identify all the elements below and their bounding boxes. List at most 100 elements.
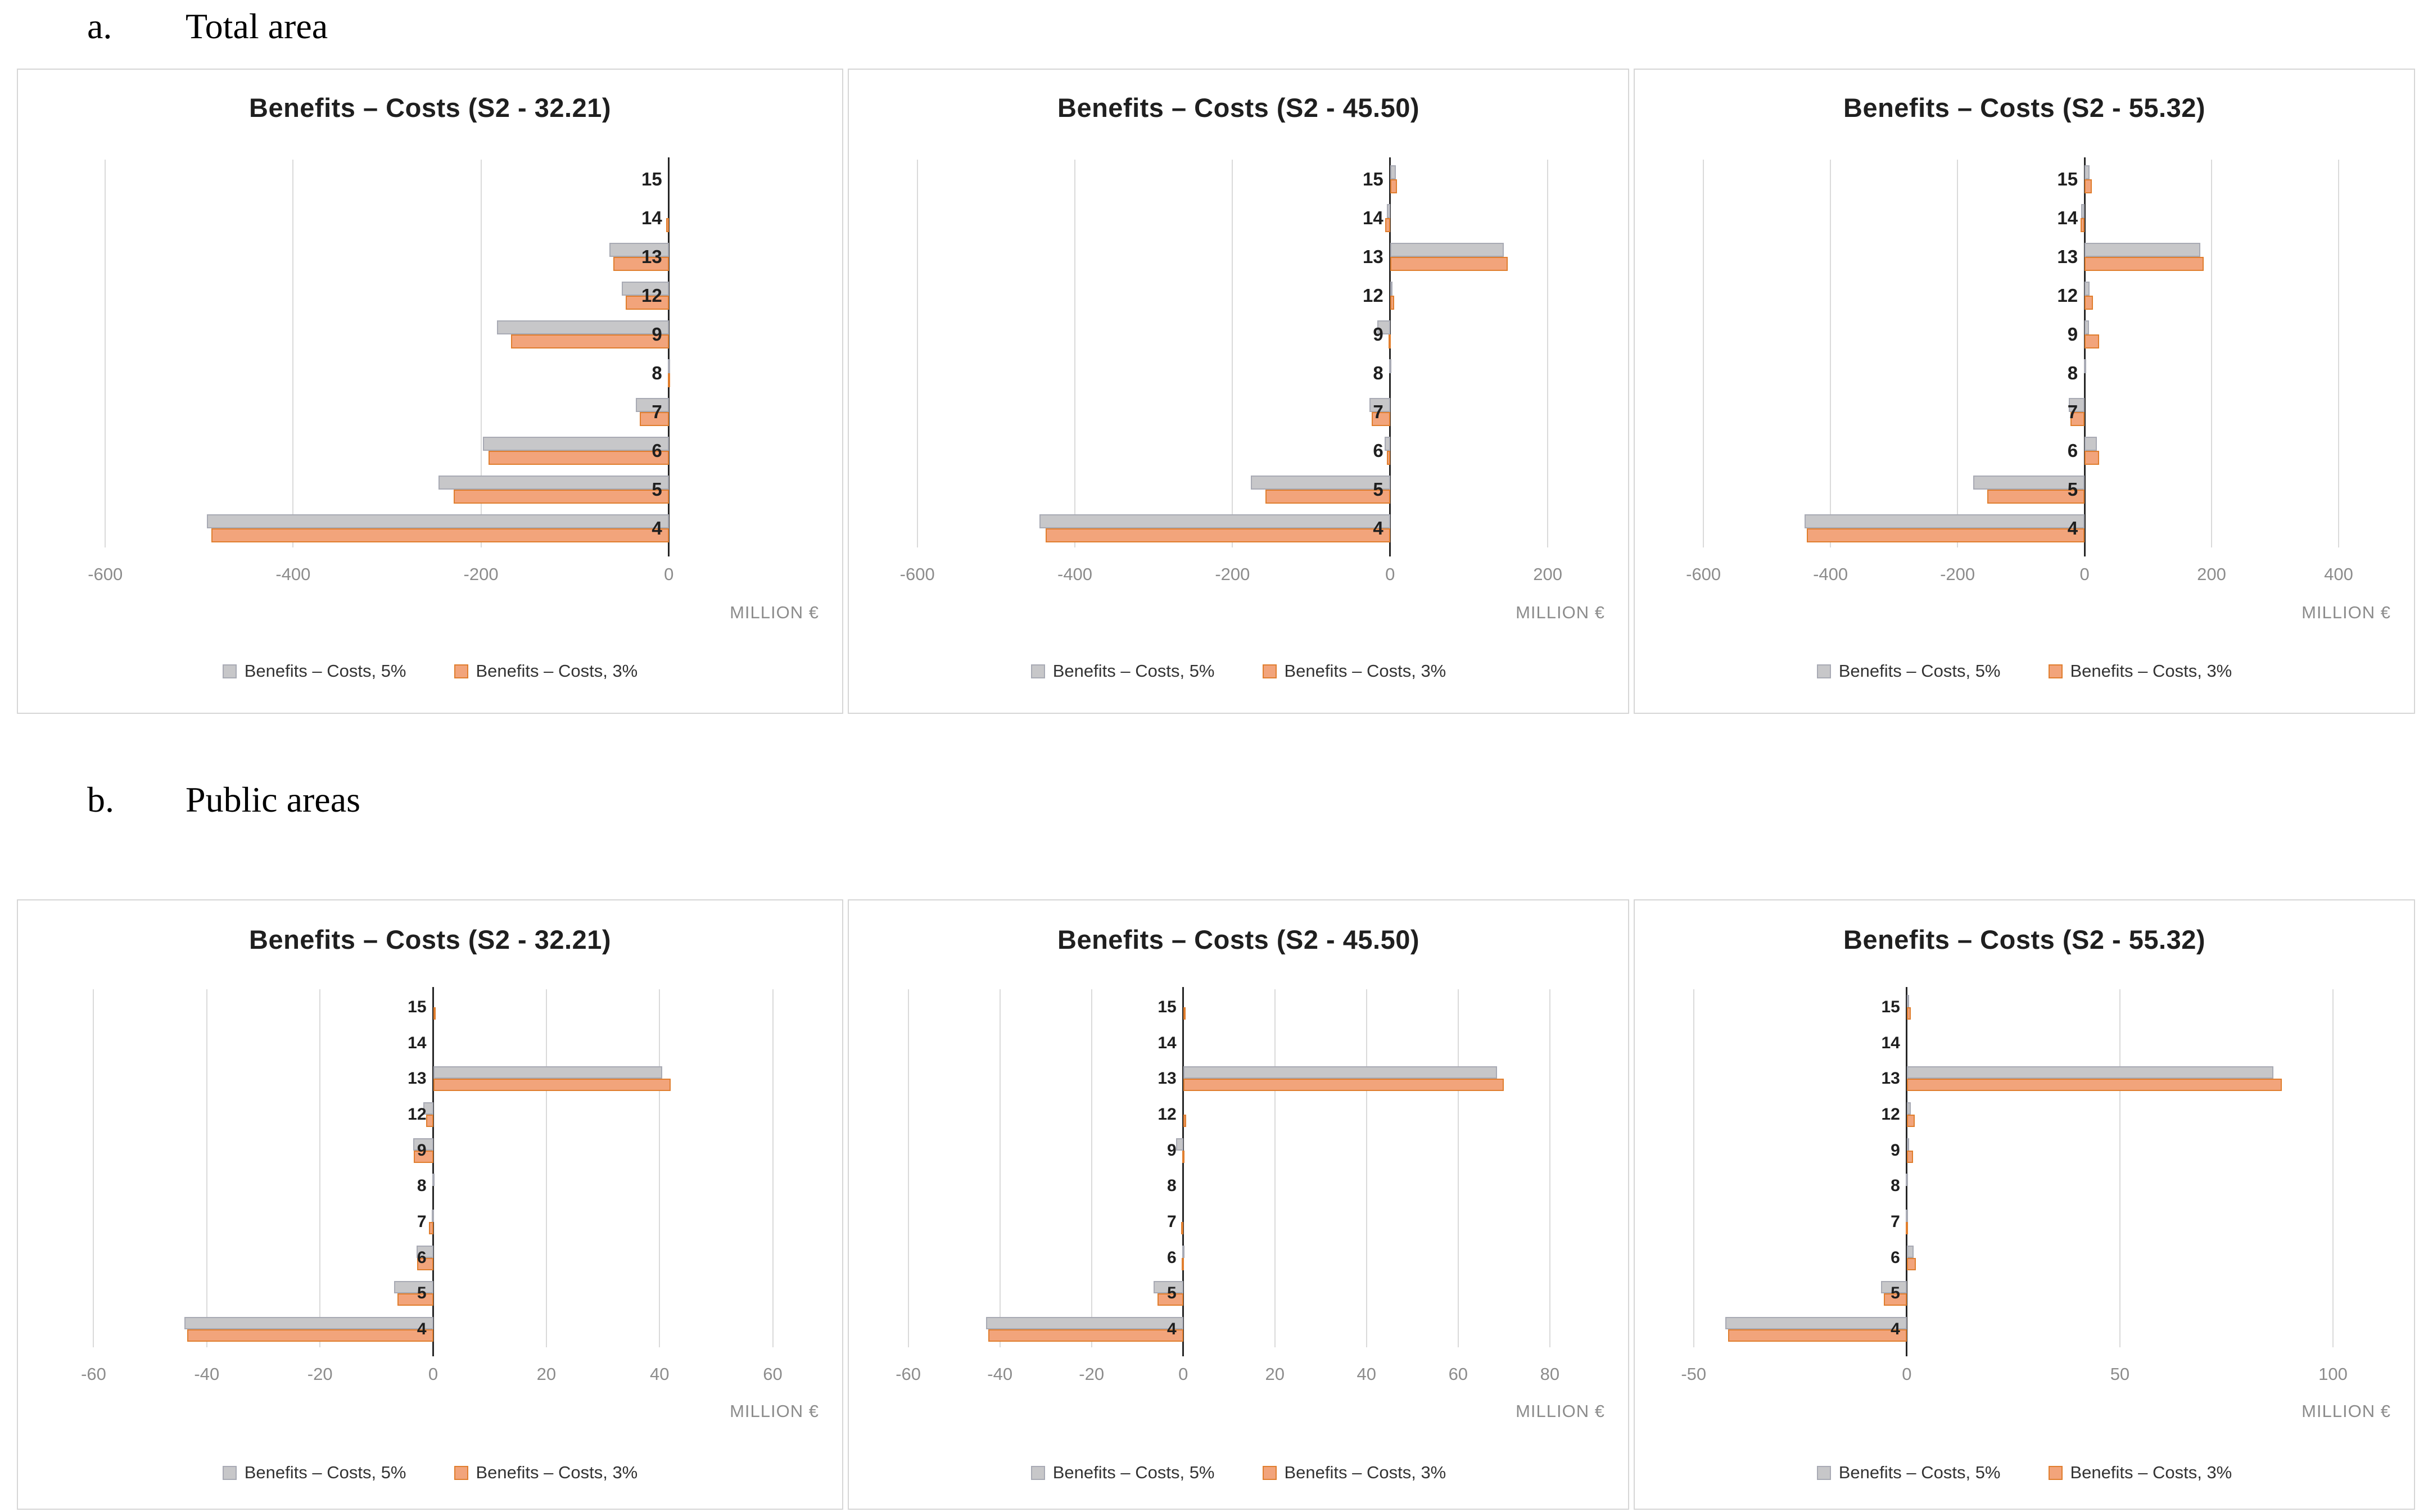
legend-label-3pct: Benefits – Costs, 3% (476, 1463, 638, 1482)
plot-area: 15 14 13 12 9 8 7 6 5 4 -60 -40 -20 0 20 40 60 MILLION € (18, 900, 844, 1511)
bar-5pct-cat-7 (431, 1210, 434, 1223)
bar-3pct-cat-5 (1157, 1293, 1183, 1306)
category-label-5: 5 (1373, 478, 1383, 500)
legend-label-5pct: Benefits – Costs, 5% (1838, 661, 2001, 681)
gridline (1366, 989, 1367, 1347)
bar-5pct-cat-12 (1390, 281, 1392, 296)
bar-5pct-cat-8 (1906, 1174, 1909, 1187)
legend-swatch-3pct-icon (2048, 664, 2063, 678)
bar-3pct-cat-4 (1807, 528, 2085, 542)
legend-swatch-5pct-icon (222, 1465, 237, 1480)
bar-3pct-cat-7 (429, 1222, 433, 1235)
legend-swatch-3pct-icon (1262, 664, 1277, 678)
category-label-13: 13 (1881, 1069, 1900, 1088)
bar-5pct-cat-6 (417, 1245, 433, 1258)
chart-title: Benefits – Costs (S2 - 45.50) (1057, 93, 1419, 123)
category-label-7: 7 (1891, 1212, 1900, 1232)
bar-3pct-cat-12 (1390, 295, 1394, 310)
bar-3pct-cat-15 (2085, 179, 2092, 193)
chart-panel-total-45-50: Benefits – Costs (S2 - 45.50) 15 14 13 12 9 8 7… (848, 69, 1629, 714)
category-label-14: 14 (2057, 207, 2078, 228)
chart-title: Benefits – Costs (S2 - 45.50) (1057, 925, 1419, 954)
legend-swatch-3pct-icon (454, 1465, 468, 1480)
x-tick-label: -200 (1215, 564, 1250, 584)
bar-3pct-cat-9 (511, 334, 669, 348)
plot-area: 15 14 13 12 9 8 7 6 5 4 -600 -400 -200 0 200 400 MILLION… (1635, 70, 2416, 715)
bar-3pct-cat-5 (397, 1293, 433, 1306)
legend-item-3pct: Benefits – Costs, 3% (2048, 661, 2232, 681)
category-label-8: 8 (1891, 1176, 1900, 1196)
legend-item-3pct: Benefits – Costs, 3% (1262, 1463, 1446, 1483)
category-label-8: 8 (2067, 362, 2078, 383)
legend-item-5pct: Benefits – Costs, 5% (1816, 1463, 2001, 1483)
x-tick-label: -60 (81, 1364, 106, 1384)
bar-5pct-cat-9 (413, 1138, 433, 1151)
bar-5pct-cat-9 (1175, 1138, 1183, 1151)
gridline (1091, 989, 1092, 1347)
gridline (2338, 160, 2340, 547)
gridline (319, 989, 321, 1347)
legend-item-3pct: Benefits – Costs, 3% (454, 661, 638, 681)
category-label-5: 5 (1167, 1284, 1177, 1303)
bar-3pct-cat-5 (1883, 1293, 1907, 1306)
x-tick-label: -20 (1079, 1364, 1105, 1384)
bar-3pct-cat-4 (1046, 528, 1390, 542)
chart-title: Benefits – Costs (S2 - 55.32) (1843, 93, 2205, 123)
bar-5pct-cat-5 (394, 1281, 433, 1294)
gridline (999, 989, 1001, 1347)
category-label-9: 9 (1891, 1140, 1900, 1160)
bar-3pct-cat-6 (488, 450, 669, 465)
x-axis-zero-line (668, 157, 670, 556)
category-label-13: 13 (1363, 246, 1383, 267)
gridline (1232, 160, 1233, 547)
category-label-7: 7 (1373, 401, 1383, 422)
bar-3pct-cat-9 (1388, 334, 1391, 348)
bar-3pct-cat-13 (2085, 256, 2204, 271)
category-label-6: 6 (2067, 440, 2078, 461)
bar-5pct-cat-4 (1725, 1317, 1907, 1330)
category-label-4: 4 (417, 1320, 427, 1339)
category-label-5: 5 (1891, 1284, 1900, 1303)
legend-item-5pct: Benefits – Costs, 5% (1030, 661, 1215, 681)
bar-3pct-cat-5 (1987, 489, 2085, 504)
bar-5pct-cat-8 (668, 359, 671, 373)
gridline (105, 160, 106, 547)
bar-5pct-cat-4 (184, 1317, 433, 1330)
legend-item-5pct: Benefits – Costs, 5% (1030, 1463, 1215, 1483)
bar-3pct-cat-6 (1387, 450, 1390, 465)
legend-item-3pct: Benefits – Costs, 3% (454, 1463, 638, 1483)
legend-swatch-5pct-icon (1030, 1465, 1045, 1480)
legend-label-3pct: Benefits – Costs, 3% (476, 661, 638, 681)
legend-swatch-3pct-icon (454, 664, 468, 678)
plot-area: 15 14 13 12 9 8 7 6 5 4 -60 -40 -20 0 20 40 60 80 MILLION … (849, 900, 1630, 1511)
legend: Benefits – Costs, 5% Benefits – Costs, 3% (18, 661, 842, 681)
category-label-9: 9 (2067, 323, 2078, 345)
x-tick-label: 0 (1902, 1364, 1912, 1384)
category-label-12: 12 (1881, 1104, 1900, 1124)
category-label-13: 13 (408, 1069, 427, 1088)
legend: Benefits – Costs, 5% Benefits – Costs, 3% (1635, 661, 2414, 681)
bar-3pct-cat-15 (1183, 1007, 1186, 1020)
category-label-8: 8 (1373, 362, 1383, 383)
x-tick-label: -50 (1681, 1364, 1707, 1384)
category-label-12: 12 (1157, 1104, 1177, 1124)
legend-label-3pct: Benefits – Costs, 3% (2070, 661, 2232, 681)
x-tick-label: 20 (536, 1364, 557, 1384)
gridline (1703, 160, 1704, 547)
bar-5pct-cat-6 (1182, 1245, 1185, 1258)
x-tick-label: -20 (307, 1364, 333, 1384)
x-tick-label: 0 (2079, 564, 2090, 584)
chart-panel-public-32-21: Benefits – Costs (S2 - 32.21) 15 14 13 12 9 8 7… (17, 899, 843, 1510)
gridline (2211, 160, 2213, 547)
bar-5pct-cat-14 (2081, 203, 2085, 218)
legend: Benefits – Costs, 5% Benefits – Costs, 3% (849, 1463, 1628, 1483)
bar-3pct-cat-13 (433, 1079, 671, 1092)
category-label-12: 12 (641, 284, 662, 306)
chart-panel-total-32-21: Benefits – Costs (S2 - 32.21) 15 14 13 12 9 8 7… (17, 69, 843, 714)
bar-3pct-cat-14 (1385, 218, 1390, 232)
category-label-15: 15 (1363, 168, 1383, 189)
bar-3pct-cat-15 (1906, 1007, 1911, 1020)
legend-label-5pct: Benefits – Costs, 5% (1052, 661, 1215, 681)
legend-swatch-3pct-icon (1262, 1465, 1277, 1480)
gridline (1830, 160, 1832, 547)
